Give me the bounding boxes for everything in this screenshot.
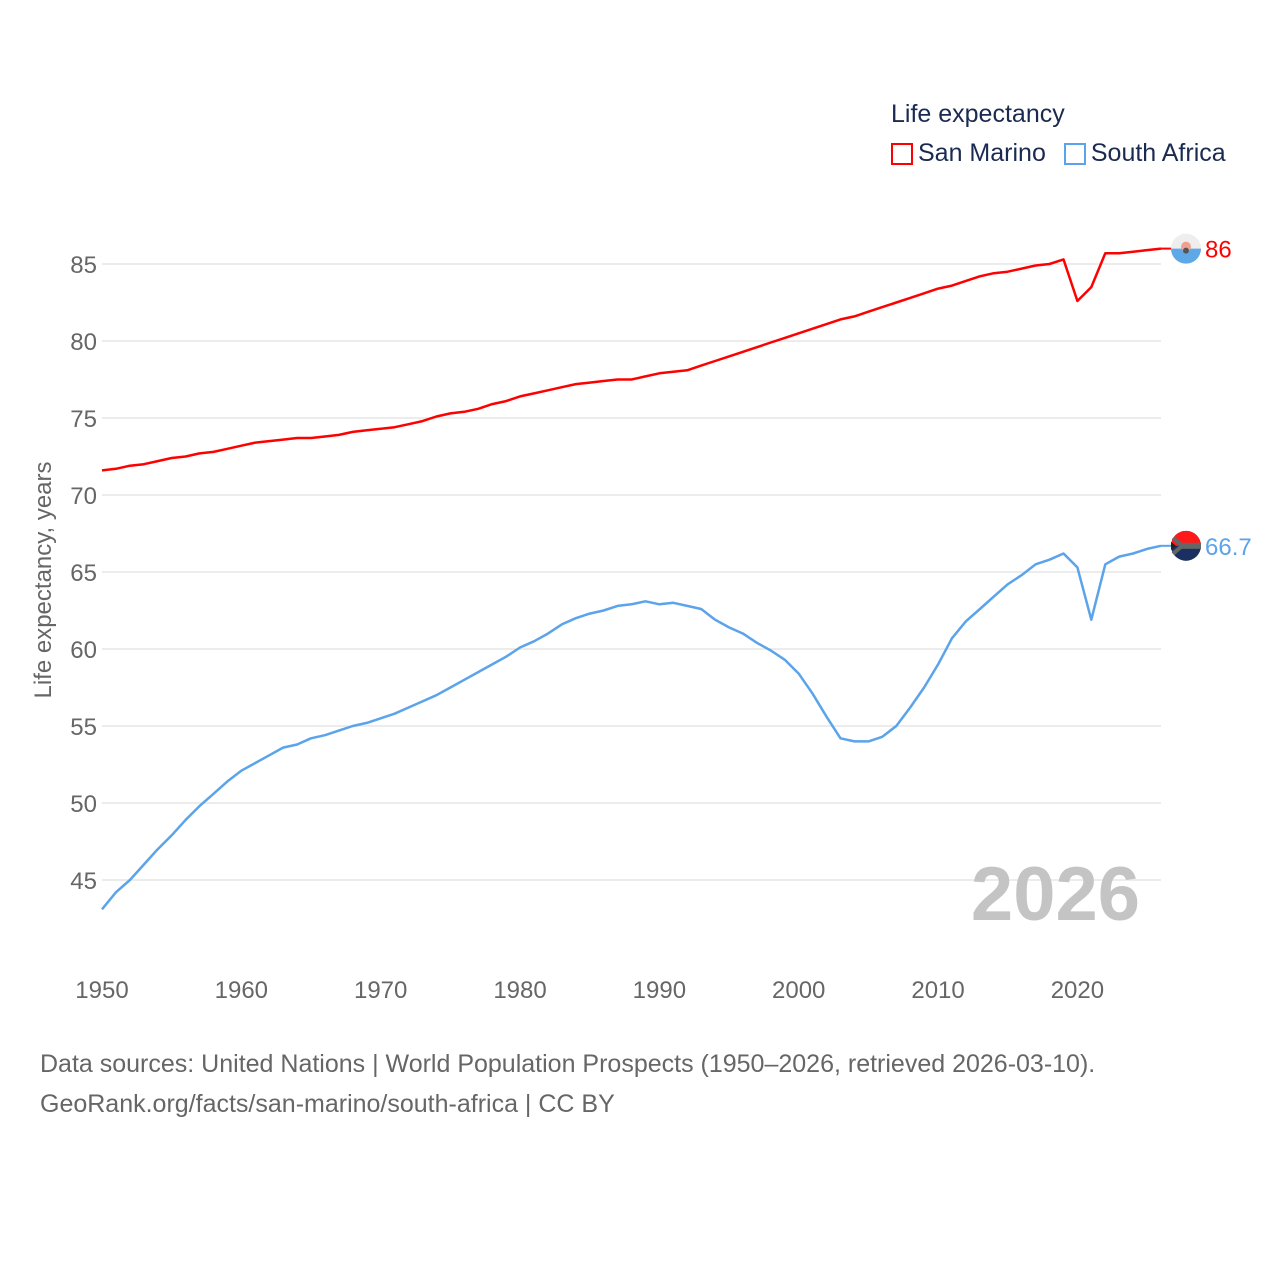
end-value-label-san-marino: 86 — [1205, 237, 1232, 264]
footer: Data sources: United Nations | World Pop… — [40, 1044, 1095, 1124]
legend-label: San Marino — [918, 139, 1046, 167]
x-tick-label: 1950 — [75, 977, 128, 1004]
y-tick-label: 75 — [70, 406, 97, 433]
x-tick-label: 1980 — [493, 977, 546, 1004]
x-tick-label: 2010 — [911, 977, 964, 1004]
legend-swatch-south-africa — [1063, 142, 1086, 165]
gridlines — [102, 263, 1161, 881]
y-tick-label: 65 — [70, 560, 97, 587]
y-tick-label: 80 — [70, 329, 97, 356]
x-tick-label: 2000 — [772, 977, 825, 1004]
legend: Life expectancy San Marino South Africa — [891, 100, 1226, 168]
south-africa-flag-icon — [1161, 530, 1201, 561]
series-line-san-marino[interactable] — [101, 247, 1162, 472]
san-marino-flag-icon — [1161, 233, 1201, 264]
x-axis-ticks: 1950 1960 1970 1980 1990 2000 2010 2020 — [75, 977, 1104, 1004]
legend-swatch-san-marino — [891, 142, 913, 165]
data-sources: Data sources: United Nations | World Pop… — [40, 1050, 1096, 1078]
x-tick-label: 1990 — [633, 977, 686, 1004]
end-value-label-south-africa: 66.7 — [1205, 534, 1252, 561]
x-tick-label: 1970 — [354, 977, 407, 1004]
y-tick-label: 45 — [70, 868, 97, 895]
legend-item-san-marino[interactable]: San Marino — [891, 139, 1046, 168]
legend-item-south-africa[interactable]: South Africa — [1063, 139, 1226, 168]
series-line-south-africa[interactable] — [101, 544, 1162, 911]
y-tick-label: 60 — [70, 637, 97, 664]
legend-title: Life expectancy — [891, 100, 1065, 128]
y-axis-ticks: 45 50 55 60 65 70 75 80 85 — [70, 252, 97, 895]
y-tick-label: 85 — [70, 252, 97, 279]
y-tick-label: 50 — [70, 791, 97, 818]
y-tick-label: 55 — [70, 714, 97, 741]
x-tick-label: 1960 — [215, 977, 268, 1004]
source-link[interactable]: GeoRank.org/facts/san-marino/south-afric… — [40, 1090, 615, 1118]
legend-label: South Africa — [1090, 139, 1226, 167]
y-tick-label: 70 — [70, 483, 97, 510]
x-tick-label: 2020 — [1051, 977, 1104, 1004]
year-watermark: 2026 — [971, 852, 1140, 937]
y-axis-label: Life expectancy, years — [30, 461, 57, 698]
